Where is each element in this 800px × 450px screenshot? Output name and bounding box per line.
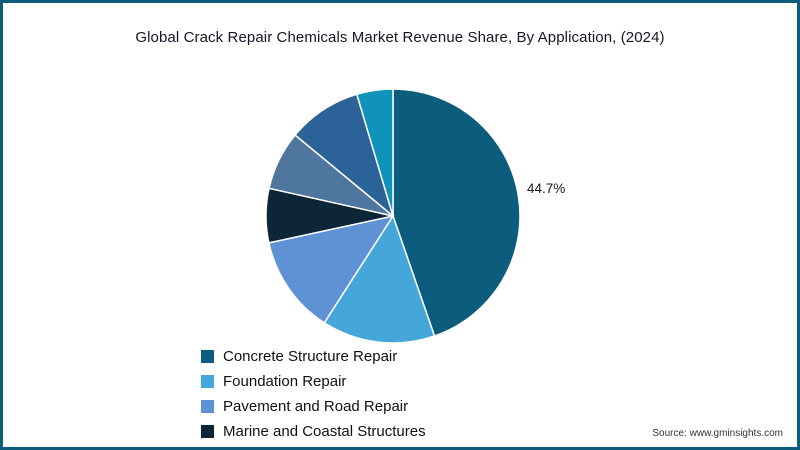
pie-slice <box>392 88 521 337</box>
legend-label: Concrete Structure Repair <box>223 348 398 365</box>
pie-chart <box>265 88 521 344</box>
chart-title: Global Crack Repair Chemicals Market Rev… <box>135 29 665 46</box>
source-credit: Source: www.gminsights.com <box>652 428 783 439</box>
legend-label: Foundation Repair <box>223 373 347 390</box>
legend-swatch <box>201 350 214 363</box>
legend-label: Pavement and Road Repair <box>223 398 409 415</box>
legend-item-concrete-structure-repair: Concrete Structure Repair <box>201 348 426 365</box>
largest-slice-value-label: 44.7% <box>527 181 566 196</box>
pie-chart-area <box>263 86 523 346</box>
legend-swatch <box>201 400 214 413</box>
legend-swatch <box>201 425 214 438</box>
legend-label: Marine and Coastal Structures <box>223 423 426 440</box>
legend-swatch <box>201 375 214 388</box>
pie-slice <box>323 214 436 344</box>
legend-item-pavement-and-road-repair: Pavement and Road Repair <box>201 398 426 415</box>
pie-slice <box>355 88 394 217</box>
legend: Concrete Structure Repair Foundation Rep… <box>201 348 426 440</box>
legend-item-foundation-repair: Foundation Repair <box>201 373 426 390</box>
pie-slice <box>267 214 395 324</box>
legend-item-marine-and-coastal-structures: Marine and Coastal Structures <box>201 423 426 440</box>
